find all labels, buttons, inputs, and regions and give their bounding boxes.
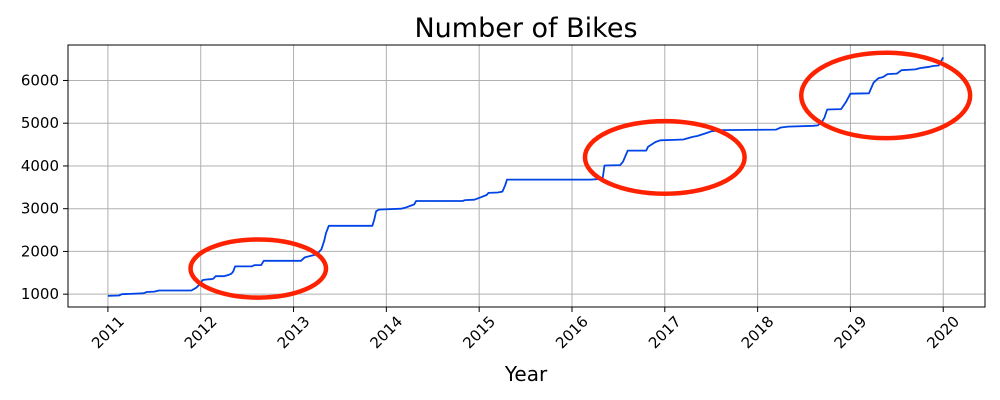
y-tick-label: 2000 bbox=[21, 242, 59, 260]
ticks: 2011 2012 2013 2014 2015 2016 2017 2018 2019 2020… bbox=[21, 71, 963, 352]
series-lines bbox=[107, 56, 944, 297]
x-tick-label: 2017 bbox=[645, 313, 685, 353]
y-tick-label: 4000 bbox=[21, 157, 59, 175]
y-tick-label: 6000 bbox=[21, 71, 59, 89]
plot-frame bbox=[67, 44, 986, 308]
y-tick-label: 5000 bbox=[21, 114, 59, 132]
x-tick-label: 2018 bbox=[738, 313, 778, 353]
x-tick-label: 2016 bbox=[552, 313, 592, 353]
x-tick-label: 2011 bbox=[88, 313, 128, 353]
series-line-0 bbox=[107, 56, 944, 297]
x-tick-label: 2013 bbox=[274, 313, 314, 353]
x-tick-label: 2015 bbox=[459, 313, 499, 353]
highlight-ellipse-2 bbox=[582, 118, 747, 196]
x-axis-label: Year bbox=[504, 362, 548, 386]
x-tick-label: 2014 bbox=[367, 313, 407, 353]
chart-title: Number of Bikes bbox=[414, 13, 637, 44]
y-tick-label: 3000 bbox=[21, 200, 59, 218]
x-tick-label: 2012 bbox=[181, 313, 221, 353]
highlight-ellipse-1 bbox=[188, 237, 329, 300]
highlight-ellipse-3 bbox=[798, 50, 973, 141]
y-tick-label: 1000 bbox=[21, 285, 59, 303]
x-tick-label: 2019 bbox=[831, 313, 871, 353]
x-tick-label: 2020 bbox=[923, 313, 963, 353]
grid bbox=[68, 45, 985, 307]
annotations bbox=[188, 50, 973, 300]
